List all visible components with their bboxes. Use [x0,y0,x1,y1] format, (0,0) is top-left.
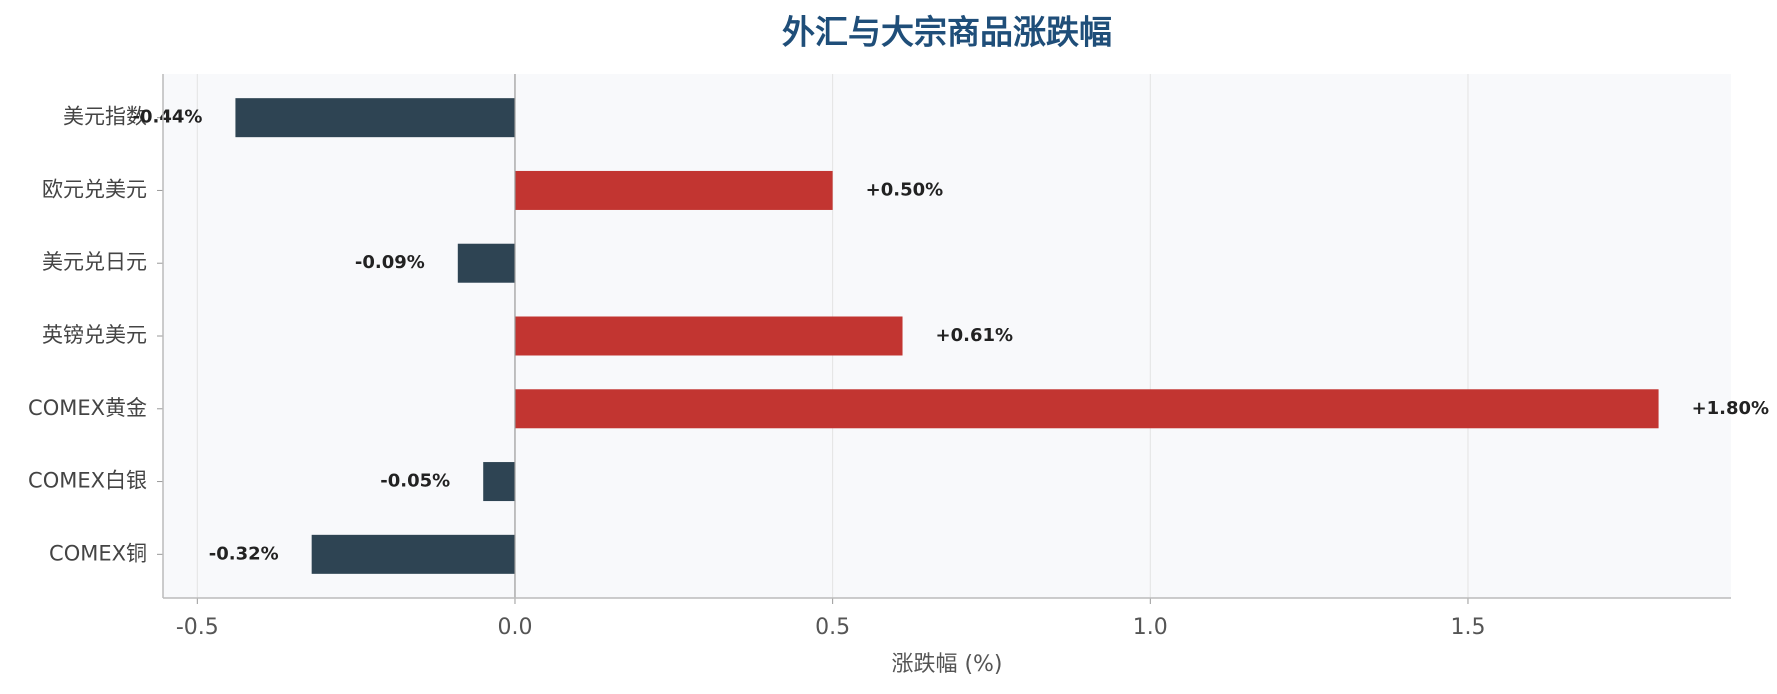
y-tick-label: 英镑兑美元 [42,323,147,347]
value-label: -0.32% [209,543,279,564]
bar [514,316,903,356]
bar [311,534,515,574]
value-label: +0.61% [936,325,1014,346]
bar [483,462,515,502]
y-tick-label: 欧元兑美元 [42,177,147,201]
bar [457,243,515,283]
chart-title: 外汇与大宗商品涨跌幅 [782,13,1112,52]
value-label: -0.09% [355,252,425,273]
x-tick-label: 0.5 [815,615,850,640]
value-label: -0.05% [380,471,450,492]
bar [514,389,1659,429]
value-label: -0.44% [133,107,203,128]
value-label: +1.80% [1692,398,1770,419]
y-tick-label: 美元指数 [63,105,147,129]
x-tick-label: 1.0 [1133,615,1168,640]
x-tick-label: 1.5 [1450,615,1485,640]
x-tick-label: -0.5 [176,615,219,640]
bar [514,170,833,210]
y-tick-label: 美元兑日元 [42,250,147,274]
y-tick-label: COMEX黄金 [28,396,147,420]
y-tick-label: COMEX铜 [49,541,147,565]
y-tick-label: COMEX白银 [28,469,147,493]
bar [235,98,515,138]
x-axis-label: 涨跌幅 (%) [891,652,1002,677]
plot-background [163,74,1731,598]
x-tick-label: 0.0 [497,615,532,640]
value-label: +0.50% [866,179,944,200]
